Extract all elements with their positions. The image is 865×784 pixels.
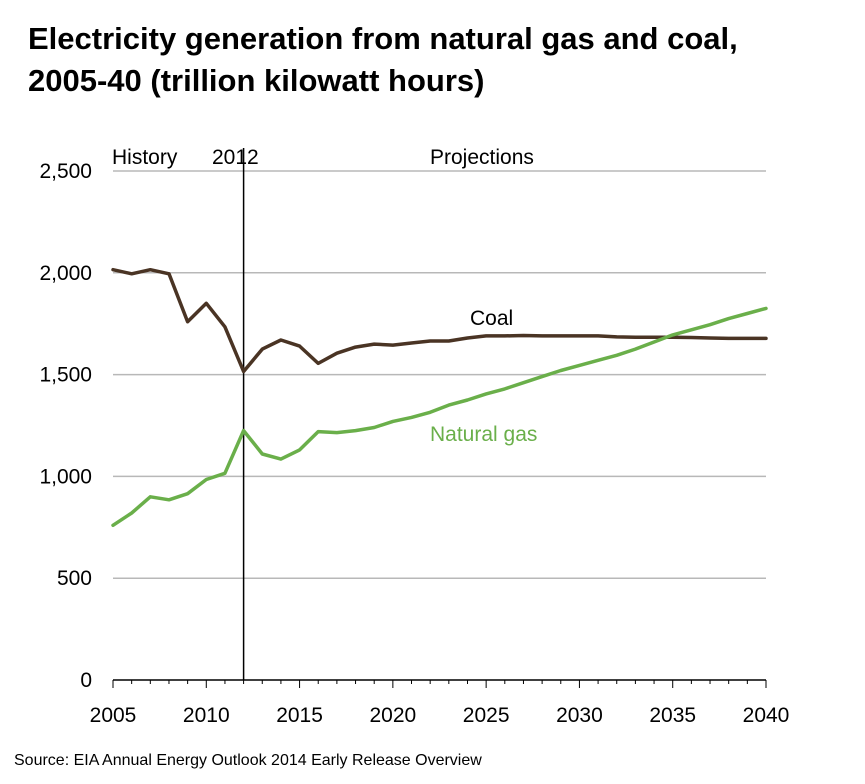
x-tick-label: 2015: [276, 704, 323, 727]
projections-annotation: Projections: [430, 146, 534, 169]
series-lines: [111, 267, 768, 528]
chart-title: Electricity generation from natural gas …: [28, 18, 848, 102]
y-axis-tick-labels: 0 500 1,000 1,500 2,000 2,500: [39, 160, 92, 692]
y-tick-label: 500: [57, 567, 92, 590]
coal-line: [111, 267, 768, 374]
history-annotation: History: [112, 146, 178, 169]
x-tick-label: 2010: [183, 704, 230, 727]
y-tick-label: 2,000: [39, 262, 92, 285]
x-tick-label: 2025: [463, 704, 510, 727]
x-tick-label: 2030: [556, 704, 603, 727]
year-marker-annotation: 2012: [212, 146, 259, 169]
coal-series-label: Coal: [470, 307, 513, 330]
x-tick-label: 2040: [743, 704, 790, 727]
gridlines: [113, 170, 766, 681]
chart-title-line-2: 2005-40 (trillion kilowatt hours): [28, 63, 485, 98]
source-note: Source: EIA Annual Energy Outlook 2014 E…: [14, 752, 482, 769]
natural-gas-line: [111, 306, 768, 528]
x-tick-label: 2005: [90, 704, 137, 727]
chart-title-line-1: Electricity generation from natural gas …: [28, 21, 738, 56]
x-axis-tick-marks: [112, 680, 767, 688]
x-axis-tick-labels: 2005 2010 2015 2020 2025 2030 2035 2040: [90, 704, 790, 727]
natural-gas-series-label: Natural gas: [430, 423, 537, 446]
y-tick-label: 2,500: [39, 160, 92, 183]
x-tick-label: 2035: [649, 704, 696, 727]
y-tick-label: 1,000: [39, 465, 92, 488]
y-tick-label: 0: [80, 669, 92, 692]
x-tick-label: 2020: [369, 704, 416, 727]
y-tick-label: 1,500: [39, 364, 92, 387]
